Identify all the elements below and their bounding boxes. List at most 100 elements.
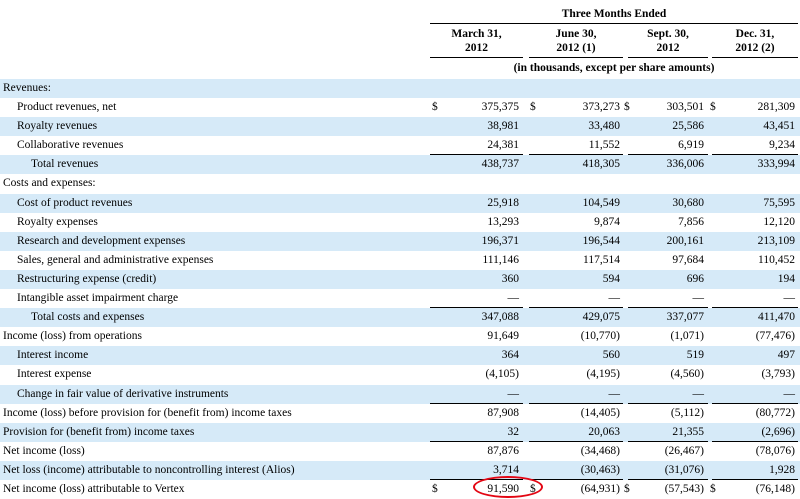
value-cell: 497 [777,349,795,362]
subtotal-rule [430,440,523,442]
value-cell: 213,109 [757,234,795,247]
value-cell: 33,480 [588,120,620,133]
row-label: Cost of product revenues [17,196,133,209]
table-row: Intangible asset impairment charge — — — — [0,289,800,309]
row-label: Research and development expenses [17,234,186,247]
table-row: Provision for (benefit from) income taxe… [0,422,800,442]
table-row: Costs and expenses: [0,174,800,193]
value-cell: 9,874 [594,215,620,228]
value-cell: — [507,387,520,400]
subtotal-rule [712,307,798,309]
row-label: Product revenues, net [17,101,117,114]
table-row: Restructuring expense (credit) 360 594 696 1… [0,269,800,290]
row-label: Collaborative revenues [17,139,124,152]
value-cell: 87,876 [487,444,519,457]
subtotal-rule [430,402,523,404]
subtotal-rule [430,478,523,480]
subtotal-rule [529,440,623,442]
value-cell: 411,470 [758,311,795,324]
value-cell: (4,195) [586,368,620,381]
value-cell: 560 [602,349,620,362]
column-rule-q4 [712,57,798,58]
table-row: Research and development expenses 196,371… [0,231,800,251]
value-cell: (10,770) [580,330,620,343]
value-cell: 24,381 [487,139,519,152]
table-row: Product revenues, net $ $ $ $375,375 373,273 3… [0,98,800,117]
row-label: Income (loss) from operations [3,330,142,343]
value-cell: 20,063 [588,425,620,438]
value-cell: — [507,292,520,305]
value-cell: 3,714 [493,463,519,476]
value-cell: (64,931) [580,482,620,495]
value-cell: (14,405) [580,406,620,419]
table-row: Net income (loss) attributable to Vertex… [0,480,800,499]
subtotal-rule [712,154,798,156]
subtotal-rule [628,307,708,309]
value-cell: 25,918 [487,196,519,209]
header-rule [430,23,798,24]
period-title: Three Months Ended [561,8,667,20]
column-header-q2: June 30, 2012 (1) [555,28,597,54]
subtotal-rule [529,402,623,404]
value-cell: 373,273 [582,101,620,114]
value-cell: (77,476) [755,330,795,343]
value-cell: (4,560) [670,368,704,381]
value-cell: 333,994 [757,158,795,171]
table-row: Net loss (income) attributable to noncon… [0,460,800,480]
value-cell: 360 [501,272,519,285]
value-cell: (34,468) [580,444,620,457]
value-cell: 1,928 [769,463,795,476]
value-cell: (3,793) [761,368,795,381]
value-cell: — [608,292,621,305]
table-row: Income (loss) from operations 91,649 (10,7… [0,327,800,346]
subtotal-rule [712,402,798,404]
row-label: Interest income [17,349,89,362]
subtotal-rule [430,154,523,156]
highlight-circle [473,476,543,498]
table-row: Net income (loss) 87,876 (34,468) (26,467) (… [0,442,800,461]
table-row: Cost of product revenues 25,918 104,549 30,… [0,193,800,213]
value-cell: (4,105) [485,368,519,381]
value-cell: 429,075 [582,311,620,324]
currency-symbol: $ [432,482,438,495]
value-cell: 43,451 [763,120,795,133]
table-row: Change in fair value of derivative instr… [0,384,800,404]
value-cell: 594 [602,272,620,285]
value-cell: — [783,292,796,305]
value-cell: (78,076) [755,444,795,457]
value-cell: — [692,292,705,305]
table-row: Sales, general and administrative expens… [0,251,800,270]
value-cell: 303,501 [666,101,704,114]
value-cell: (1,071) [670,330,704,343]
value-cell: 418,305 [582,158,620,171]
subtotal-rule [529,307,623,309]
value-cell: 9,234 [769,139,795,152]
value-cell: (5,112) [670,406,704,419]
row-label: Intangible asset impairment charge [17,292,179,305]
currency-symbol: $ [624,482,630,495]
subtotal-rule [712,478,798,480]
subtotal-rule [628,154,708,156]
row-label: Total revenues [31,158,99,171]
value-cell: 364 [501,349,519,362]
currency-symbol: $ [710,482,716,495]
value-cell: 91,649 [487,330,519,343]
value-cell: 87,908 [487,406,519,419]
value-cell: 7,856 [678,215,704,228]
value-cell: 30,680 [672,196,704,209]
value-cell: 519 [686,349,704,362]
value-cell: 75,595 [763,196,795,209]
value-cell: 11,552 [588,139,620,152]
column-rule-q3 [628,57,708,58]
value-cell: — [692,387,705,400]
table-row: Total revenues 438,737 418,305 336,006 333,9… [0,155,800,175]
row-label: Total costs and expenses [31,311,145,324]
row-label: Net income (loss) [3,444,85,457]
table-row: Royalty revenues 38,981 33,480 25,586 43,451 [0,117,800,137]
value-cell: — [608,387,621,400]
value-cell: 696 [686,272,704,285]
value-cell: 336,006 [666,158,704,171]
value-cell: 281,309 [757,101,795,114]
row-label: Income (loss) before provision for (bene… [3,406,292,419]
currency-symbol: $ [624,101,630,114]
